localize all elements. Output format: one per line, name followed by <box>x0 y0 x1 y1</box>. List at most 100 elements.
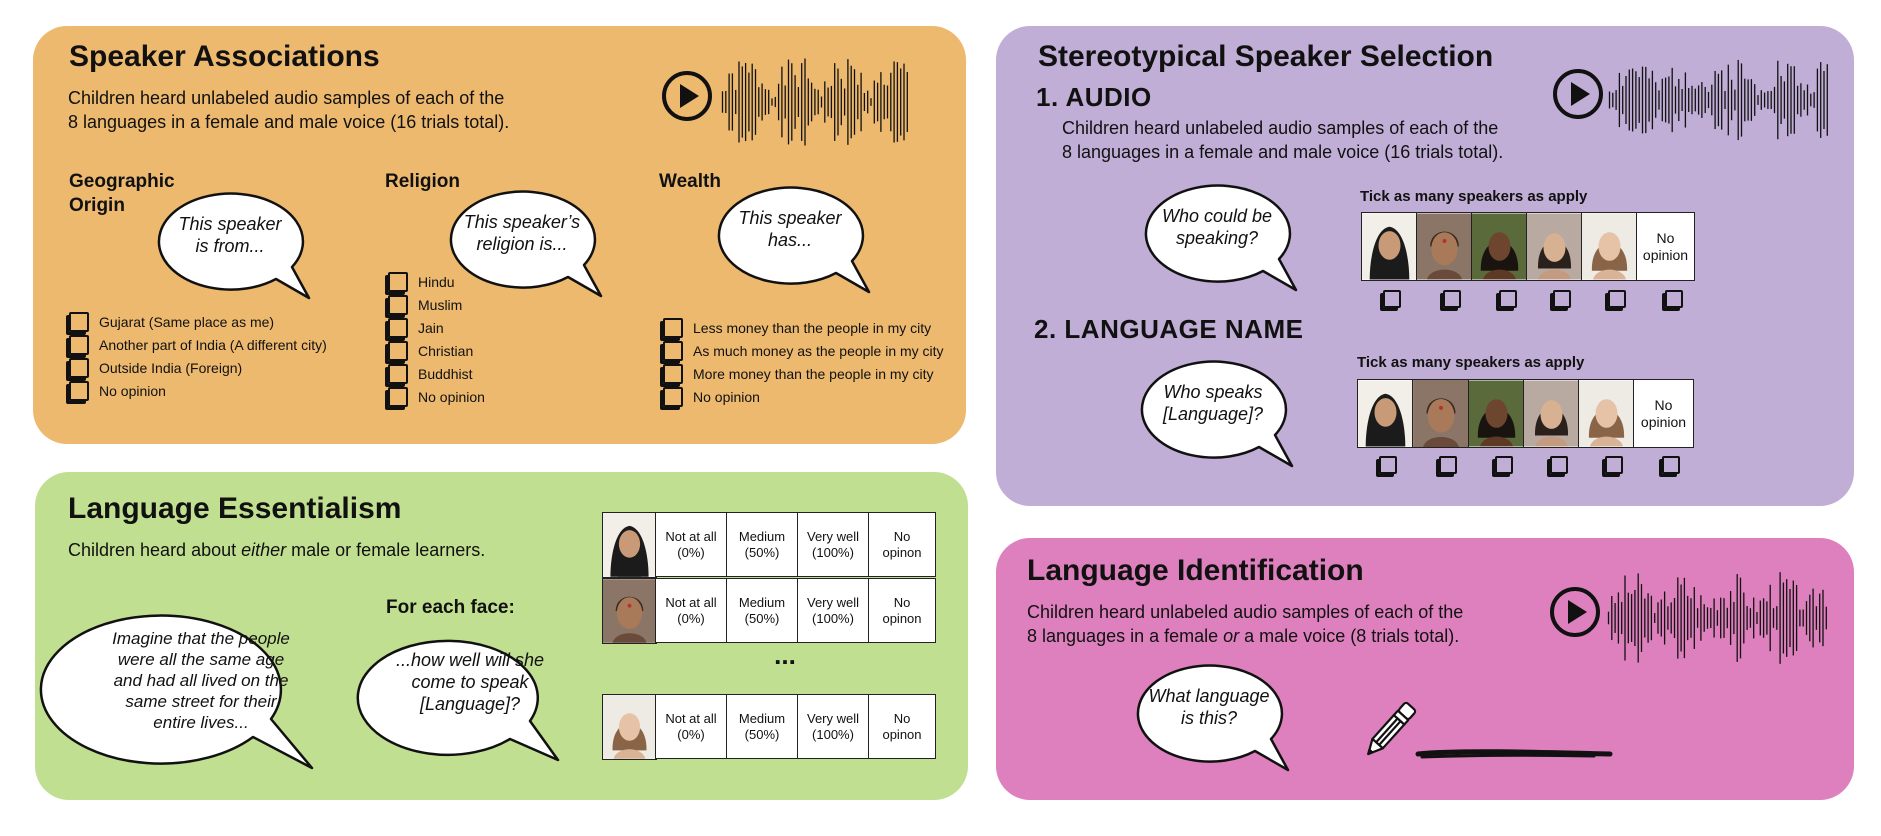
wealth-options: Less money than the people in my city As… <box>660 316 944 408</box>
checkbox-icon[interactable] <box>1495 456 1513 474</box>
rating-not-at-all[interactable]: Not at all (0%) <box>655 578 727 643</box>
speaker-associations-description: Children heard unlabeled audio samples o… <box>68 88 510 132</box>
option-muslim[interactable]: Muslim <box>385 293 485 316</box>
option-less-money[interactable]: Less money than the people in my city <box>660 316 944 339</box>
for-each-face-heading: For each face: <box>386 597 515 618</box>
tick-instruction-1: Tick as many speakers as apply <box>1360 188 1588 205</box>
step-audio-heading: 1. AUDIO <box>1036 82 1152 112</box>
waveform-icon <box>1607 572 1827 664</box>
option-more-money[interactable]: More money than the people in my city <box>660 362 944 385</box>
ellipsis: ... <box>774 640 796 670</box>
language-identification-title: Language Identification <box>1027 554 1364 587</box>
speech-bubble-shape <box>449 190 603 298</box>
option-hindu[interactable]: Hindu <box>385 270 485 293</box>
rating-very-well[interactable]: Very well (100%) <box>797 512 869 577</box>
no-opinion-cell[interactable]: No opinion <box>1636 212 1695 281</box>
option-as-much-money[interactable]: As much money as the people in my city <box>660 339 944 362</box>
face-portrait-icon <box>1526 212 1583 281</box>
checkbox-icon[interactable] <box>1608 290 1626 308</box>
checkbox-icon[interactable] <box>388 386 408 407</box>
rating-row-1: Not at all (0%) Medium (50%) Very well (100… <box>655 512 936 577</box>
rating-medium[interactable]: Medium (50%) <box>726 512 798 577</box>
option-jain[interactable]: Jain <box>385 316 485 339</box>
rating-no-opinion[interactable]: No opinon <box>868 694 936 759</box>
checkbox-icon[interactable] <box>1550 456 1568 474</box>
checkbox-icon[interactable] <box>663 363 683 384</box>
language-essentialism-title: Language Essentialism <box>68 492 402 525</box>
religion-heading: Religion <box>385 171 460 192</box>
speech-bubble-shape <box>1144 184 1298 292</box>
checkbox-icon[interactable] <box>663 340 683 361</box>
option-no-opinion[interactable]: No opinion <box>66 379 327 402</box>
checkbox-icon[interactable] <box>1379 456 1397 474</box>
rating-no-opinion[interactable]: No opinon <box>868 512 936 577</box>
checkbox-icon[interactable] <box>69 334 89 355</box>
checkbox-icon[interactable] <box>1665 290 1683 308</box>
speaker-associations-title: Speaker Associations <box>69 40 380 73</box>
option-outside-india[interactable]: Outside India (Foreign) <box>66 356 327 379</box>
checkbox-icon[interactable] <box>388 317 408 338</box>
speaker-selection-panel: Stereotypical Speaker Selection 1. AUDIO… <box>996 26 1854 506</box>
option-christian[interactable]: Christian <box>385 339 485 362</box>
face-portrait-icon <box>1357 379 1414 448</box>
rating-not-at-all[interactable]: Not at all (0%) <box>655 694 727 759</box>
face-portrait-icon <box>602 512 657 578</box>
speech-bubble-text: This speaker’s religion is... <box>463 212 581 254</box>
face-portrait-icon <box>1361 212 1418 281</box>
face-portrait-icon <box>602 578 657 644</box>
religion-options: Hindu Muslim Jain Christian Buddhist No … <box>385 270 485 408</box>
face-portrait-icon <box>1416 212 1473 281</box>
language-essentialism-panel: Language Essentialism Children heard abo… <box>35 472 968 800</box>
play-icon[interactable] <box>1549 586 1605 642</box>
face-portrait-icon <box>1412 379 1470 448</box>
checkbox-icon[interactable] <box>1662 456 1680 474</box>
speech-bubble-shape <box>1136 664 1290 772</box>
play-icon[interactable] <box>1552 68 1608 124</box>
language-identification-description: Children heard unlabeled audio samples o… <box>1027 602 1464 646</box>
no-opinion-cell[interactable]: No opinion <box>1633 379 1694 448</box>
speech-bubble-shape <box>157 192 311 300</box>
checkbox-icon[interactable] <box>388 271 408 292</box>
rating-row-3: Not at all (0%) Medium (50%) Very well (100… <box>655 694 936 759</box>
checkbox-icon[interactable] <box>1553 290 1571 308</box>
rating-not-at-all[interactable]: Not at all (0%) <box>655 512 727 577</box>
option-buddhist[interactable]: Buddhist <box>385 362 485 385</box>
play-icon[interactable] <box>661 70 717 126</box>
rating-very-well[interactable]: Very well (100%) <box>797 578 869 643</box>
checkbox-icon[interactable] <box>388 363 408 384</box>
speech-bubble-shape <box>1140 360 1294 468</box>
checkbox-icon[interactable] <box>1499 290 1517 308</box>
checkbox-icon[interactable] <box>1443 290 1461 308</box>
wealth-heading: Wealth <box>659 171 721 192</box>
step-language-name-heading: 2. LANGUAGE NAME <box>1034 314 1304 344</box>
checkbox-icon[interactable] <box>69 357 89 378</box>
language-essentialism-description: Children heard about either male or fema… <box>68 540 486 560</box>
checkbox-icon[interactable] <box>69 311 89 332</box>
rating-medium[interactable]: Medium (50%) <box>726 694 798 759</box>
checkbox-icon[interactable] <box>69 380 89 401</box>
waveform-icon <box>721 58 908 146</box>
face-portrait-icon <box>602 694 657 760</box>
checkbox-icon[interactable] <box>663 317 683 338</box>
checkbox-icon[interactable] <box>1605 456 1623 474</box>
rating-medium[interactable]: Medium (50%) <box>726 578 798 643</box>
face-portrait-icon <box>1468 379 1525 448</box>
checkbox-icon[interactable] <box>663 386 683 407</box>
geographic-origin-heading: Geographic Origin <box>69 171 175 216</box>
checkbox-icon[interactable] <box>1439 456 1457 474</box>
speech-bubble-shape <box>39 614 314 770</box>
pencil-icon[interactable] <box>1354 696 1424 766</box>
speech-bubble-text: What language is this? <box>1148 686 1270 728</box>
checkbox-icon[interactable] <box>388 294 408 315</box>
checkbox-icon[interactable] <box>1383 290 1401 308</box>
option-no-opinion[interactable]: No opinion <box>660 385 944 408</box>
option-another-part-of-india[interactable]: Another part of India (A different city) <box>66 333 327 356</box>
geographic-origin-options: Gujarat (Same place as me) Another part … <box>66 310 327 402</box>
speech-bubble-text: This speaker has... <box>738 208 842 250</box>
rating-very-well[interactable]: Very well (100%) <box>797 694 869 759</box>
rating-no-opinion[interactable]: No opinon <box>868 578 936 643</box>
option-gujarat[interactable]: Gujarat (Same place as me) <box>66 310 327 333</box>
writing-stroke <box>1415 749 1613 759</box>
checkbox-icon[interactable] <box>388 340 408 361</box>
option-no-opinion[interactable]: No opinion <box>385 385 485 408</box>
